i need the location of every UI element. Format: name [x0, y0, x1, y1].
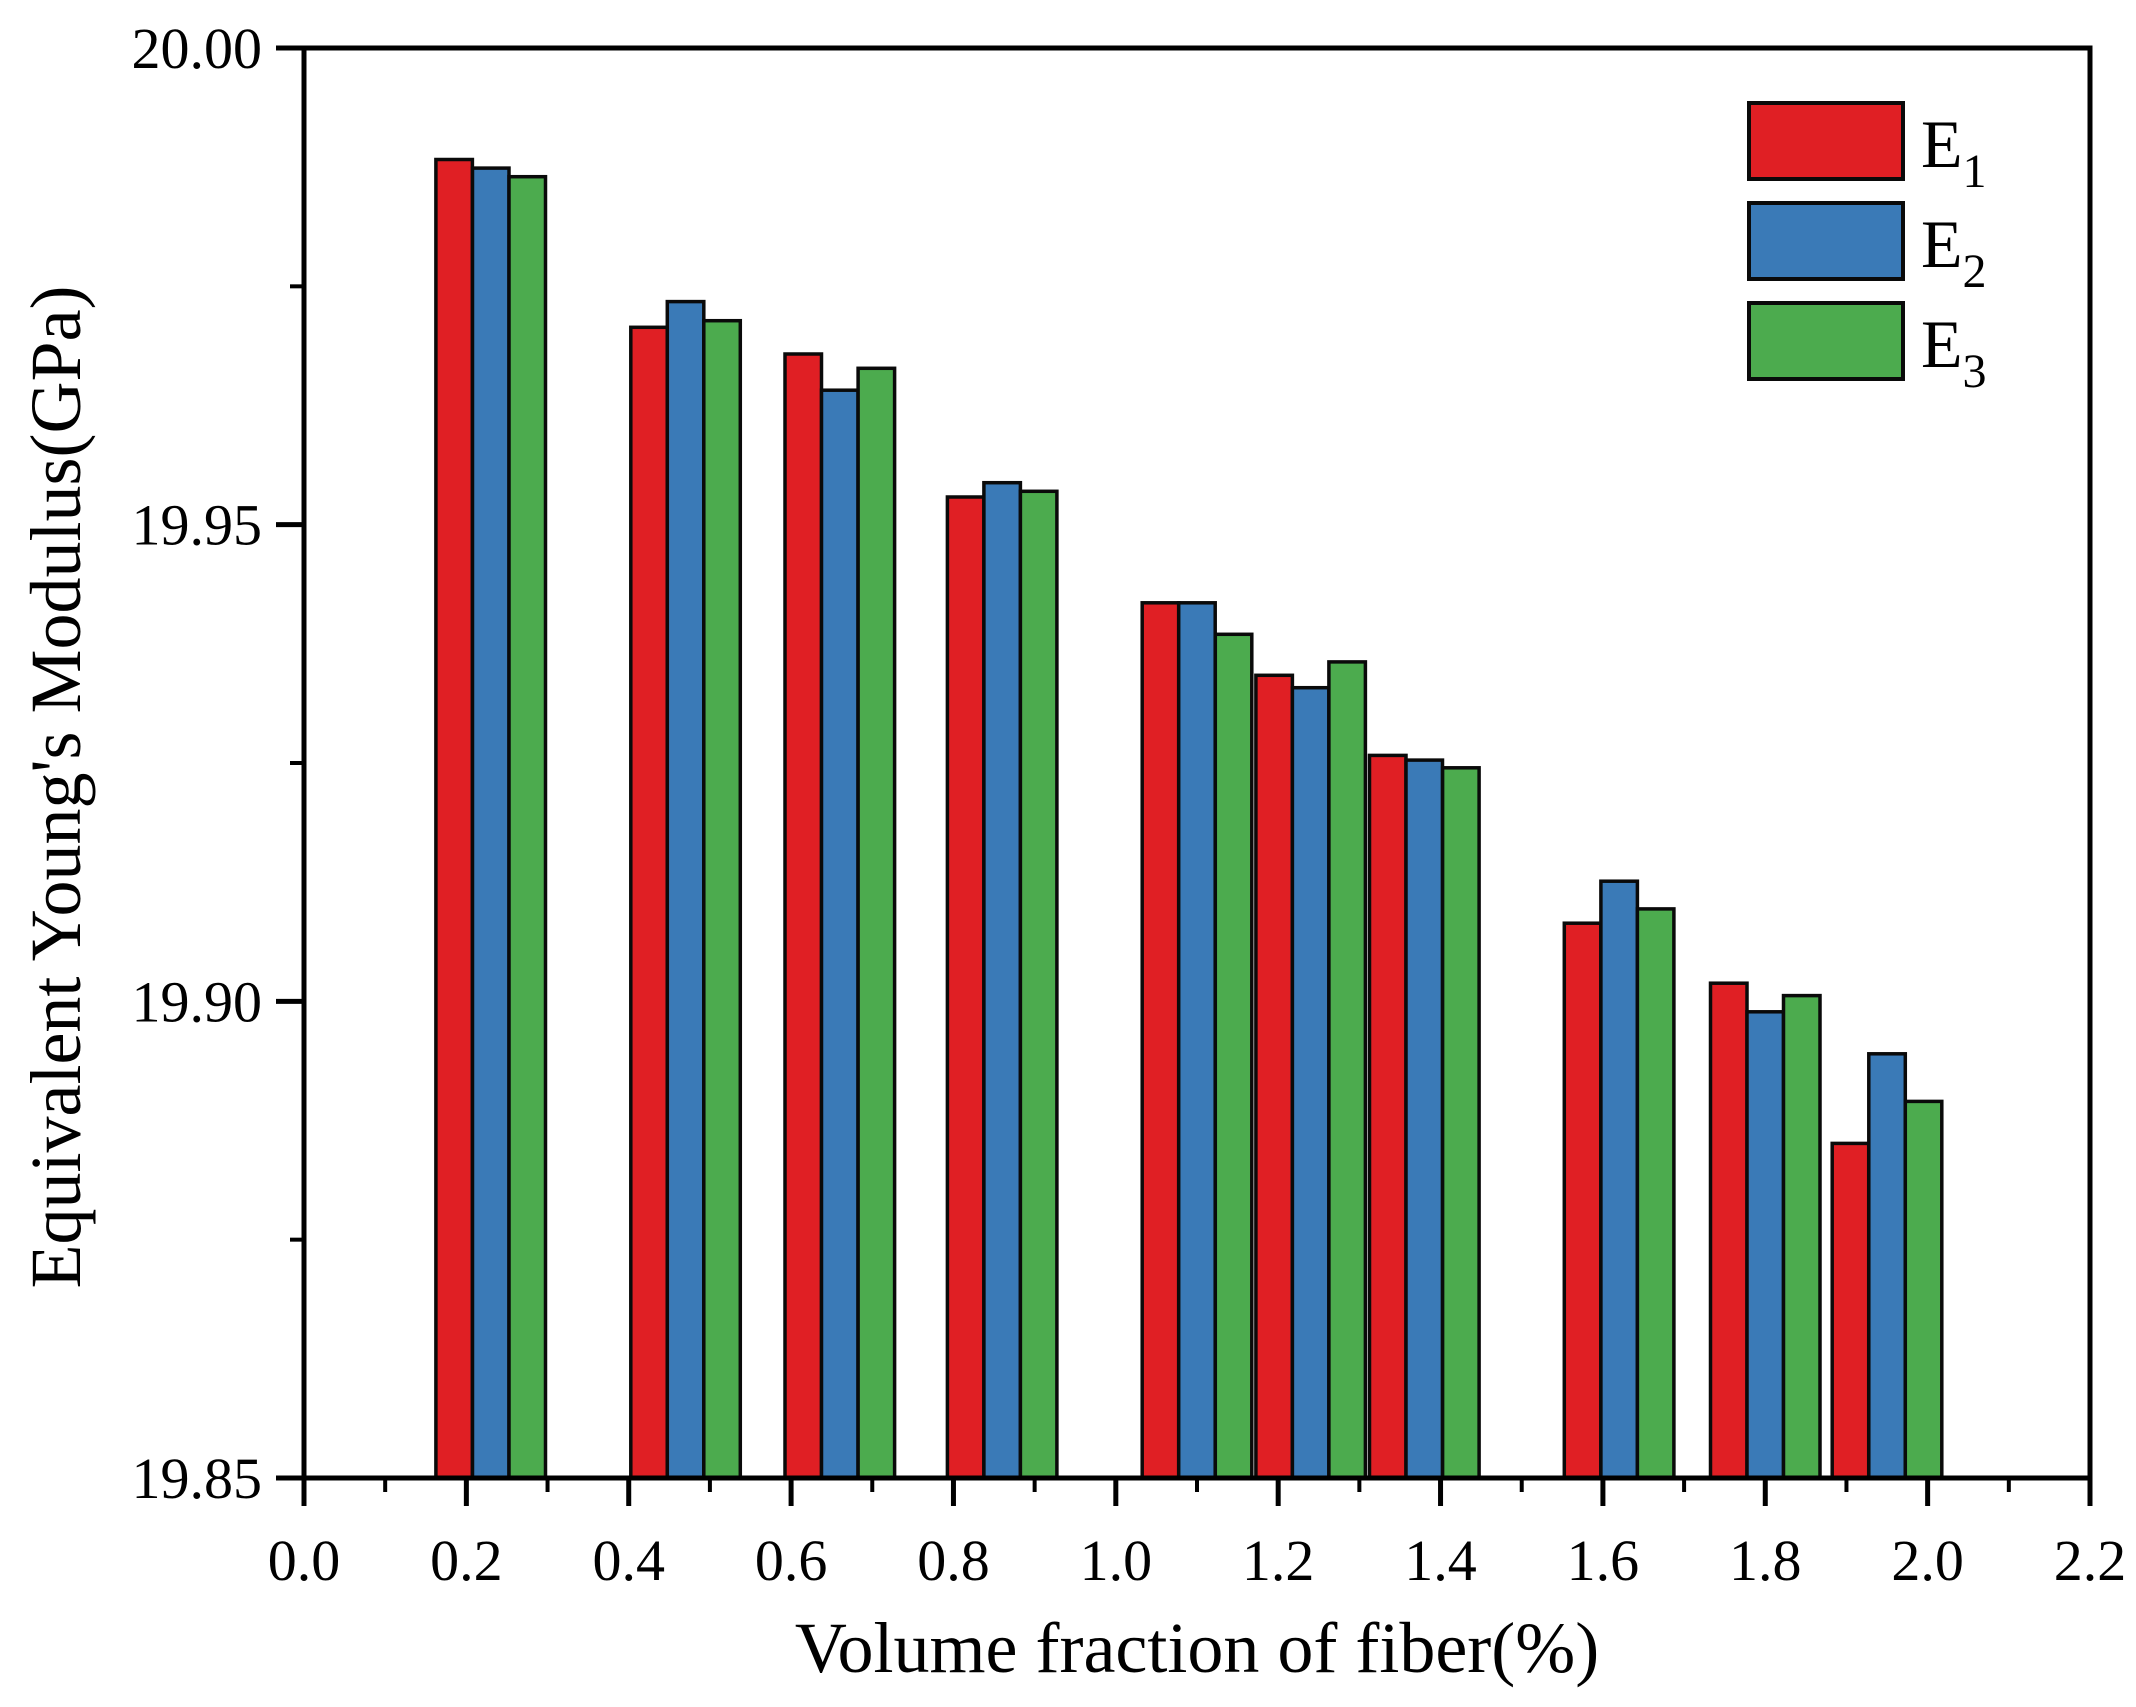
- x-tick-label: 1.8: [1729, 1528, 1802, 1593]
- y-tick-label: 19.85: [132, 1446, 263, 1511]
- bar-e2-group1: [470, 166, 511, 1480]
- bar-e3-group1: [507, 174, 548, 1480]
- bar-e3-group9: [1781, 993, 1822, 1480]
- x-tick-label: 0.0: [268, 1528, 341, 1593]
- legend-label-e2: E2: [1921, 206, 1987, 298]
- bar-e1-group7: [1367, 753, 1408, 1480]
- bar-e3-group7: [1440, 766, 1481, 1480]
- legend-swatch-e3: [1747, 301, 1905, 381]
- bar-e3-group2: [702, 318, 743, 1480]
- bar-e1-group2: [629, 325, 670, 1480]
- legend-label-e1: E1: [1921, 106, 1987, 198]
- bar-e1-group10: [1830, 1141, 1871, 1480]
- y-tick-label: 19.95: [132, 493, 263, 558]
- x-tick-label: 1.6: [1567, 1528, 1640, 1593]
- x-tick-label: 2.0: [1891, 1528, 1964, 1593]
- y-tick-label: 19.90: [132, 969, 263, 1034]
- bar-e2-group2: [665, 299, 706, 1480]
- bar-e3-group8: [1635, 907, 1676, 1480]
- bar-e3-group4: [1018, 489, 1059, 1480]
- bar-e1-group5: [1140, 601, 1181, 1480]
- bar-e1-group6: [1254, 673, 1295, 1480]
- x-tick-label: 1.0: [1080, 1528, 1153, 1593]
- bar-e3-group6: [1327, 660, 1368, 1480]
- bar-e1-group8: [1562, 921, 1603, 1480]
- bar-e2-group10: [1867, 1052, 1908, 1480]
- bar-e2-group8: [1599, 879, 1640, 1480]
- y-tick-label: 20.00: [132, 16, 263, 81]
- bars-layer: [434, 157, 1944, 1480]
- x-tick-label: 2.2: [2054, 1528, 2127, 1593]
- x-axis-title: Volume fraction of fiber(%): [795, 1608, 1599, 1688]
- bar-e1-group1: [434, 157, 475, 1480]
- bar-e3-group10: [1903, 1099, 1944, 1480]
- legend-swatch-e2: [1747, 201, 1905, 281]
- x-tick-label: 0.4: [592, 1528, 665, 1593]
- x-tick-label: 0.8: [917, 1528, 990, 1593]
- bar-e3-group5: [1213, 632, 1254, 1480]
- bar-e1-group9: [1708, 981, 1749, 1480]
- bar-e2-group4: [982, 480, 1023, 1480]
- x-tick-label: 0.6: [755, 1528, 828, 1593]
- bar-e2-group5: [1176, 601, 1217, 1480]
- bar-e2-group7: [1404, 758, 1445, 1480]
- bar-e3-group3: [856, 366, 897, 1480]
- y-axis-title: Equivalent Young's Modulus(GPa): [16, 285, 96, 1288]
- legend-swatch-e1: [1747, 101, 1905, 181]
- ticks-layer: [276, 45, 2093, 1506]
- bar-e2-group9: [1745, 1010, 1786, 1480]
- bar-e1-group3: [783, 352, 824, 1480]
- bar-e1-group4: [945, 495, 986, 1480]
- bar-e2-group3: [819, 388, 860, 1480]
- x-tick-label: 0.2: [430, 1528, 503, 1593]
- bar-e2-group6: [1290, 685, 1331, 1480]
- x-tick-label: 1.2: [1242, 1528, 1315, 1593]
- legend-label-e3: E3: [1921, 306, 1987, 398]
- x-tick-label: 1.4: [1404, 1528, 1477, 1593]
- tick-labels-layer: 0.0 0.2 0.4 0.6 0.8 1.0 1.2 1.4 1.6 1.8 2.0 2.2 19.8…: [132, 16, 2127, 1593]
